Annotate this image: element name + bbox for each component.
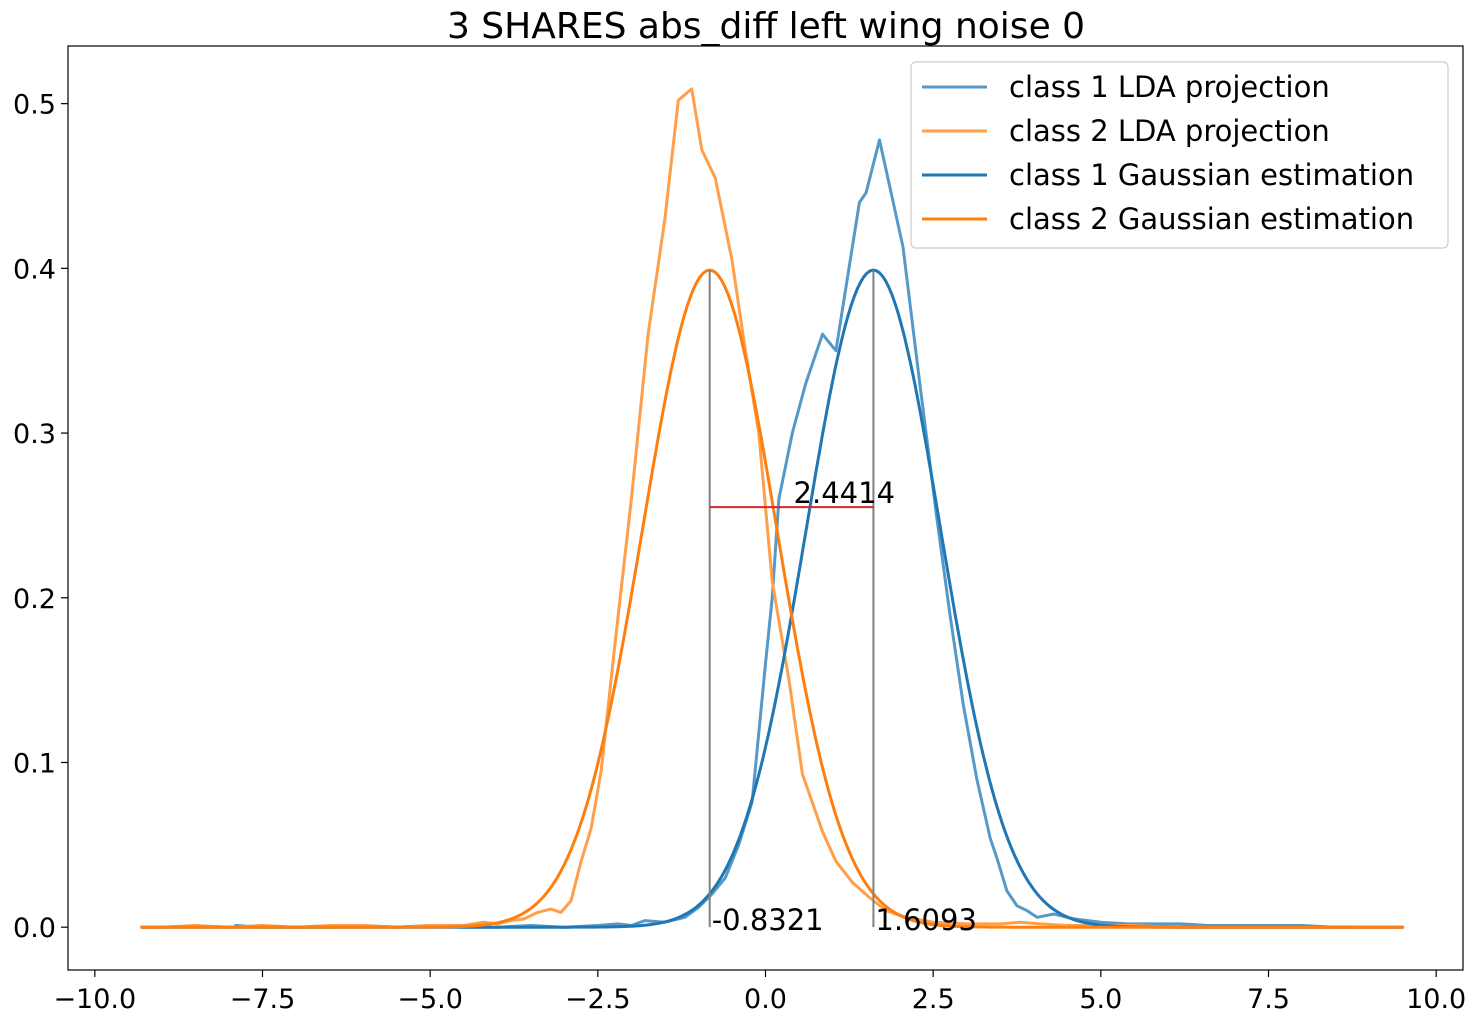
legend-label-2: class 2 LDA projection (1009, 114, 1330, 148)
legend-box (910, 61, 1449, 249)
series-layer (140, 87, 1405, 929)
legend-label-3: class 1 Gaussian estimation (1009, 158, 1414, 192)
y-tick-label: 0.3 (13, 419, 56, 450)
series-line-4 (140, 268, 1405, 929)
x-tick-label: −2.5 (565, 984, 631, 1015)
legend-label-4: class 2 Gaussian estimation (1009, 202, 1414, 236)
x-axis: −10.0 −7.5 −5.0 −2.5 0.0 2.5 5.0 7.5 10.0 (53, 970, 1466, 1015)
legend: class 1 LDA projection class 2 LDA projec… (910, 61, 1449, 249)
x-tick-label: 0.0 (744, 984, 787, 1015)
chart-title: 3 SHARES abs_diff left wing noise 0 (447, 6, 1085, 47)
mean-label-2: 1.6093 (875, 903, 976, 937)
y-tick-label: 0.4 (13, 254, 56, 285)
y-tick-label: 0.2 (13, 584, 56, 615)
x-tick-label: −5.0 (397, 984, 463, 1015)
legend-label-1: class 1 LDA projection (1009, 70, 1330, 104)
x-tick-label: 10.0 (1406, 984, 1466, 1015)
mean-label-1: -0.8321 (712, 903, 824, 937)
annotation-layer: -0.8321 1.6093 2.4414 (708, 270, 977, 937)
y-tick-label: 0.0 (13, 913, 56, 944)
y-tick-label: 0.1 (13, 748, 56, 779)
x-tick-label: 7.5 (1247, 984, 1290, 1015)
series-line-2 (140, 87, 1405, 929)
x-tick-label: −7.5 (230, 984, 296, 1015)
y-tick-label: 0.5 (13, 90, 56, 121)
y-axis: 0.0 0.1 0.2 0.3 0.4 0.5 (13, 90, 68, 944)
distance-label: 2.4414 (794, 476, 895, 510)
x-tick-label: 5.0 (1079, 984, 1122, 1015)
x-tick-label: −10.0 (53, 984, 136, 1015)
x-tick-label: 2.5 (912, 984, 955, 1015)
